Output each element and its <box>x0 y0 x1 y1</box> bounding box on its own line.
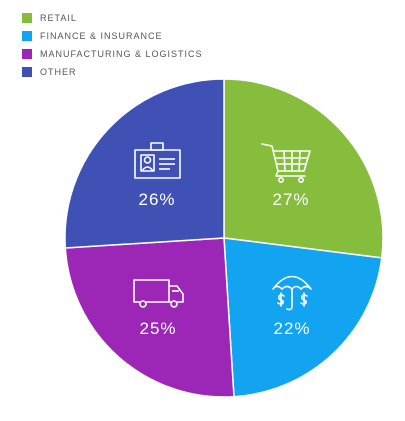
pie-slice-other <box>64 78 225 249</box>
legend-swatch-manufacturing-logistics <box>22 49 32 59</box>
slice-label-finance-insurance: 22% <box>273 319 310 338</box>
slice-label-other: 26% <box>138 190 175 209</box>
pie-slice-retail <box>223 78 384 259</box>
pie-slice-finance-insurance <box>223 237 383 398</box>
legend-item-retail: RETAIL <box>22 9 203 27</box>
legend-item-manufacturing-logistics: MANUFACTURING & LOGISTICS <box>22 45 203 63</box>
pie-slice-manufacturing-logistics <box>64 237 235 398</box>
legend-item-other: OTHER <box>22 63 203 81</box>
legend-label-manufacturing-logistics: MANUFACTURING & LOGISTICS <box>40 49 203 59</box>
legend-swatch-finance-insurance <box>22 31 32 41</box>
legend-label-other: OTHER <box>40 67 77 77</box>
pie-slices <box>64 78 384 398</box>
legend-swatch-other <box>22 67 32 77</box>
slice-label-manufacturing-logistics: 25% <box>139 319 176 338</box>
shopping-cart-icon <box>261 143 311 184</box>
legend-swatch-retail <box>22 13 32 23</box>
legend-label-finance-insurance: FINANCE & INSURANCE <box>40 31 163 41</box>
legend-label-retail: RETAIL <box>40 13 77 23</box>
id-badge-icon <box>134 142 181 179</box>
slice-label-retail: 27% <box>272 190 309 209</box>
legend: RETAIL FINANCE & INSURANCE MANUFACTURING… <box>22 9 203 81</box>
delivery-truck-icon <box>133 279 184 308</box>
legend-item-finance-insurance: FINANCE & INSURANCE <box>22 27 203 45</box>
umbrella-dollar-icon <box>272 275 312 311</box>
